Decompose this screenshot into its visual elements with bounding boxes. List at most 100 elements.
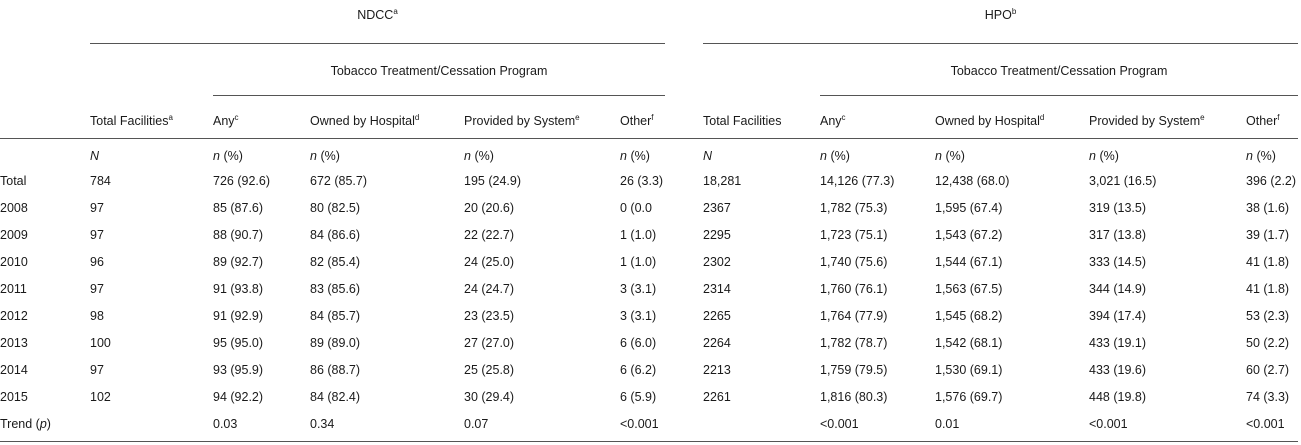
cell: 3 (3.1) [620,309,657,323]
unit-symbol: n [820,149,827,163]
unit-suffix: (%) [320,149,340,163]
cell: 672 (85.7) [310,174,367,188]
column-label: Provided by System [1089,114,1201,128]
cell: 0 (0.0 [620,201,652,215]
row-label: 2010 [0,254,28,270]
cell: 14,126 (77.3) [820,174,895,188]
cell: 784 [90,174,111,188]
footnote-mark: c [234,113,239,122]
unit-label: n (%) [935,148,965,164]
cell: 433 (19.1) [1089,336,1146,350]
cell: 20 (20.6) [464,201,515,215]
cell: 25 (25.8) [464,363,515,377]
cell: 394 (17.4) [1089,309,1146,323]
cell: 100 [90,336,111,350]
cell: 91 (93.8) [213,282,264,296]
cell: 433 (19.6) [1089,363,1146,377]
cell: <0.001 [1089,417,1128,431]
cell: 1,782 (75.3) [820,201,888,215]
row-label-part: 2010 [0,255,28,269]
footnote-mark: e [1200,113,1205,122]
row-label-part: 2009 [0,228,28,242]
cell: 1,563 (67.5) [935,282,1003,296]
cell: 12,438 (68.0) [935,174,1010,188]
cell: 1,542 (68.1) [935,336,1003,350]
cell: 24 (24.7) [464,282,515,296]
cell: 27 (27.0) [464,336,515,350]
cell: 3,021 (16.5) [1089,174,1157,188]
cell: 1,543 (67.2) [935,228,1003,242]
unit-symbol: n [213,149,220,163]
rule [703,43,1298,44]
footnote-mark: a [168,113,173,122]
cell: 2261 [703,390,731,404]
cell: 1 (1.0) [620,255,657,269]
column-header: Otherf [1246,113,1280,129]
column-label: Owned by Hospital [935,114,1040,128]
unit-label: n (%) [213,148,243,164]
rule [0,441,1298,442]
cell: 74 (3.3) [1246,390,1290,404]
group-label: NDCC [357,8,394,22]
footnote-mark: e [575,113,580,122]
rule [0,138,1298,139]
row-label-part: p [39,417,47,431]
cell: 97 [90,282,104,296]
column-header: Owned by Hospitald [935,113,1044,129]
cell: 82 (85.4) [310,255,361,269]
cell: 317 (13.8) [1089,228,1146,242]
cell: 98 [90,309,104,323]
group-header: NDCCa [90,7,665,23]
column-label: Any [213,114,235,128]
unit-label: n (%) [820,148,850,164]
cell: 344 (14.9) [1089,282,1146,296]
column-header: Otherf [620,113,654,129]
cell: 2314 [703,282,731,296]
column-label: Other [620,114,652,128]
cell: 95 (95.0) [213,336,264,350]
column-label: Any [820,114,842,128]
cell: 89 (89.0) [310,336,361,350]
cell: 2213 [703,363,731,377]
cell: 1,576 (69.7) [935,390,1003,404]
cell: 2367 [703,201,731,215]
cell: 1,544 (67.1) [935,255,1003,269]
program-header: Tobacco Treatment/Cessation Program [950,64,1168,78]
cell: 1,723 (75.1) [820,228,888,242]
cell: 18,281 [703,174,742,188]
cell: <0.001 [820,417,859,431]
footnote-mark: d [1039,113,1045,122]
column-header: Anyc [820,113,846,129]
unit-label: n (%) [464,148,494,164]
cell: 102 [90,390,111,404]
cell: 30 (29.4) [464,390,515,404]
cell: 1,764 (77.9) [820,309,888,323]
cell: 80 (82.5) [310,201,361,215]
row-label: 2013 [0,335,28,351]
row-label: Trend (p) [0,416,51,432]
cell: 396 (2.2) [1246,174,1297,188]
rule [213,95,665,96]
cell: 195 (24.9) [464,174,521,188]
cell: 23 (23.5) [464,309,515,323]
cell: 0.34 [310,417,335,431]
footnote-mark: f [651,113,654,122]
cell: 91 (92.9) [213,309,264,323]
cell: 38 (1.6) [1246,201,1290,215]
unit-suffix: (%) [1256,149,1276,163]
cell: <0.001 [620,417,659,431]
column-label: Owned by Hospital [310,114,415,128]
cell: 1,530 (69.1) [935,363,1003,377]
cell: 2264 [703,336,731,350]
row-label-part: 2014 [0,363,28,377]
footnote-mark: a [393,7,398,16]
cell: 97 [90,201,104,215]
row-label: 2015 [0,389,28,405]
unit-label: n (%) [1089,148,1119,164]
cell: 0.03 [213,417,238,431]
row-label: 2008 [0,200,28,216]
footnote-mark: f [1277,113,1280,122]
cell: 97 [90,363,104,377]
cell: 53 (2.3) [1246,309,1290,323]
cell: 26 (3.3) [620,174,664,188]
